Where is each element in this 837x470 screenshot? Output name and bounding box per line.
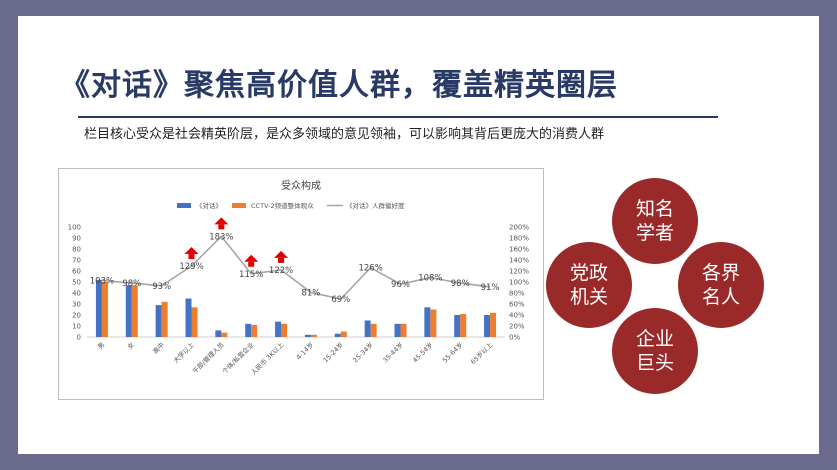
- bar: [125, 285, 132, 337]
- line-data-label: 98%: [451, 279, 470, 289]
- y-tick-left: 20: [72, 312, 81, 320]
- line-data-label: 129%: [179, 262, 203, 272]
- x-tick-label: 男: [96, 341, 106, 351]
- bar: [460, 313, 467, 337]
- bar: [221, 332, 228, 337]
- bar: [275, 321, 282, 337]
- bar: [394, 323, 401, 337]
- y-tick-left: 30: [72, 301, 81, 309]
- x-tick-label: 女: [125, 340, 136, 351]
- line-data-label: 91%: [481, 283, 500, 293]
- line-data-label: 126%: [358, 264, 382, 274]
- line-data-label: 69%: [331, 295, 350, 305]
- bar: [95, 279, 102, 337]
- x-tick-label: 45-54岁: [410, 340, 434, 364]
- legend-swatch: [177, 203, 191, 208]
- y-tick-left: 0: [77, 334, 81, 342]
- bar: [215, 330, 222, 337]
- line-data-label: 81%: [301, 288, 320, 298]
- bar: [430, 309, 437, 337]
- y-tick-left: 100: [68, 224, 81, 232]
- y-tick-right: 20%: [509, 323, 525, 331]
- x-tick-label: 35-44岁: [381, 340, 405, 364]
- slide-subtitle: 栏目核心受众是社会精英阶层，是众多领域的意见领袖，可以影响其背后更庞大的消费人群: [84, 127, 605, 142]
- x-tick-label: 55-64岁: [440, 340, 464, 364]
- bar: [340, 331, 347, 337]
- bar: [185, 298, 192, 337]
- legend-label: CCTV-2频道整体观众: [251, 201, 314, 210]
- bar: [454, 315, 461, 337]
- bar: [251, 324, 258, 337]
- line-data-label: 115%: [239, 270, 263, 280]
- y-tick-left: 80: [72, 246, 81, 254]
- bar: [304, 334, 311, 337]
- slide-title: 《对话》聚焦高价值人群，覆盖精英圈层: [60, 68, 618, 103]
- line-data-label: 183%: [209, 232, 233, 242]
- legend-swatch: [232, 203, 246, 208]
- y-tick-right: 60%: [509, 301, 525, 309]
- y-tick-right: 80%: [509, 290, 525, 298]
- bar: [484, 315, 491, 337]
- circle-enterprise: 企业 巨头: [612, 308, 698, 394]
- x-tick-label: 15-24岁: [321, 340, 345, 364]
- line-data-label: 93%: [152, 282, 171, 292]
- bar: [400, 323, 407, 337]
- audience-chart: 受众构成《对话》 CCTV-2频道整体观众 《对话》人群偏好度 0 10 20 30 40 50…: [68, 179, 530, 377]
- title-underline: [78, 116, 718, 118]
- x-tick-label: 高中: [151, 340, 167, 356]
- preference-line: [101, 235, 491, 300]
- chart-title: 受众构成: [281, 179, 321, 192]
- y-tick-left: 90: [72, 235, 81, 243]
- bar: [281, 323, 288, 337]
- bar: [101, 282, 108, 337]
- circle-scholars: 知名 学者: [612, 178, 698, 264]
- legend-label: 《对话》人群偏好度: [346, 201, 405, 210]
- line-data-label: 103%: [90, 276, 114, 286]
- x-tick-label: 25-34岁: [351, 340, 375, 364]
- bar: [370, 323, 377, 337]
- y-tick-right: 120%: [509, 268, 529, 276]
- legend-label: 《对话》: [196, 201, 222, 210]
- y-tick-right: 200%: [509, 224, 529, 232]
- highlight-arrow: [184, 247, 199, 255]
- line-data-label: 98%: [122, 279, 141, 289]
- y-tick-left: 10: [72, 323, 81, 331]
- y-tick-left: 50: [72, 279, 81, 287]
- highlight-arrow: [278, 257, 285, 263]
- bar: [424, 307, 431, 337]
- y-tick-right: 180%: [509, 235, 529, 243]
- bar: [490, 312, 497, 337]
- y-tick-left: 70: [72, 257, 81, 265]
- highlight-arrow: [244, 254, 259, 262]
- bar: [191, 307, 198, 337]
- circle-government: 党政 机关: [546, 242, 632, 328]
- y-tick-right: 40%: [509, 312, 525, 320]
- x-tick-label: 大学以上: [171, 340, 196, 365]
- line-data-label: 108%: [418, 274, 442, 284]
- y-tick-right: 0%: [509, 334, 520, 342]
- y-tick-left: 40: [72, 290, 81, 298]
- circle-celebrities: 各界 名人: [678, 242, 764, 328]
- highlight-arrow: [188, 254, 195, 260]
- highlight-arrow: [214, 217, 229, 225]
- bar: [161, 301, 168, 337]
- chart-container: 受众构成《对话》 CCTV-2频道整体观众 《对话》人群偏好度 0 10 20 30 40 50…: [58, 168, 544, 400]
- x-tick-label: 65岁以上: [468, 340, 494, 366]
- x-tick-label: 4-14岁: [294, 340, 315, 361]
- bar: [364, 320, 371, 337]
- bar: [245, 323, 252, 337]
- line-data-label: 96%: [391, 280, 410, 290]
- highlight-arrow: [274, 250, 289, 258]
- highlight-arrow: [218, 224, 225, 230]
- line-data-label: 122%: [269, 266, 293, 276]
- bar: [131, 285, 138, 337]
- highlight-arrow: [248, 261, 255, 267]
- bar: [334, 333, 341, 337]
- y-tick-right: 160%: [509, 246, 529, 254]
- bar: [310, 334, 317, 337]
- y-tick-left: 60: [72, 268, 81, 276]
- y-tick-right: 140%: [509, 257, 529, 265]
- y-tick-right: 100%: [509, 279, 529, 287]
- bar: [155, 305, 162, 337]
